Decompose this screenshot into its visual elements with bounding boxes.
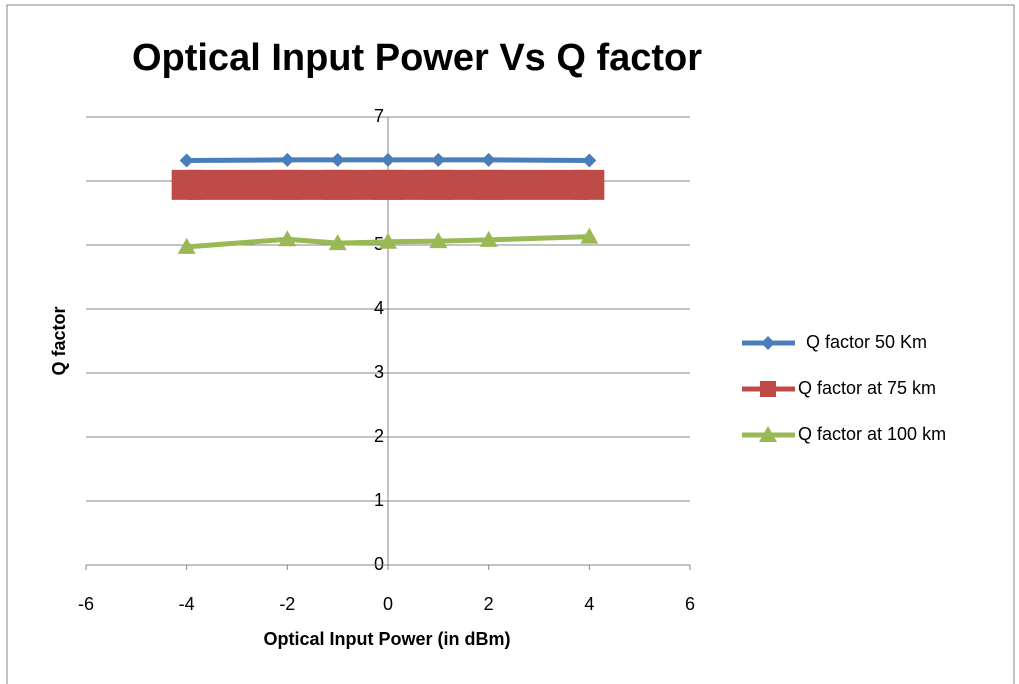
marker: [481, 152, 496, 167]
marker: [423, 169, 454, 200]
x-axis-label: Optical Input Power (in dBm): [264, 629, 511, 649]
y-tick-label: 3: [374, 362, 384, 382]
marker: [330, 152, 345, 167]
legend-label: Q factor 50 Km: [806, 332, 927, 352]
chart-border: [6, 4, 1015, 684]
legend-label: Q factor at 75 km: [798, 378, 936, 398]
y-tick-label: 2: [374, 426, 384, 446]
y-tick-label: 4: [374, 298, 384, 318]
x-tick-label: 2: [484, 594, 494, 614]
marker: [761, 336, 775, 350]
legend-label: Q factor at 100 km: [798, 424, 946, 444]
x-tick-label: 0: [383, 594, 393, 614]
y-tick-label: 0: [374, 554, 384, 574]
marker: [760, 381, 776, 397]
marker: [177, 237, 196, 254]
marker: [580, 227, 599, 244]
x-tick-label: -4: [179, 594, 195, 614]
marker: [328, 234, 347, 251]
x-tick-label: -2: [279, 594, 295, 614]
marker: [473, 169, 504, 200]
marker: [429, 232, 448, 249]
y-tick-label: 7: [374, 106, 384, 126]
marker: [272, 169, 303, 200]
y-axis-label: Q factor: [49, 306, 69, 375]
marker: [574, 169, 605, 200]
marker: [379, 232, 397, 249]
marker: [278, 230, 297, 247]
marker: [759, 426, 777, 442]
marker: [381, 152, 395, 167]
marker: [322, 169, 353, 200]
marker: [431, 152, 446, 167]
x-tick-label: 4: [584, 594, 594, 614]
marker: [280, 152, 295, 167]
marker: [582, 153, 597, 168]
y-tick-label: 1: [374, 490, 384, 510]
marker: [373, 169, 403, 200]
marker: [479, 230, 498, 247]
marker: [171, 169, 202, 200]
x-tick-label: 6: [685, 594, 695, 614]
marker: [179, 153, 194, 168]
chart-title: Optical Input Power Vs Q factor: [132, 37, 702, 79]
x-tick-label: -6: [78, 594, 94, 614]
